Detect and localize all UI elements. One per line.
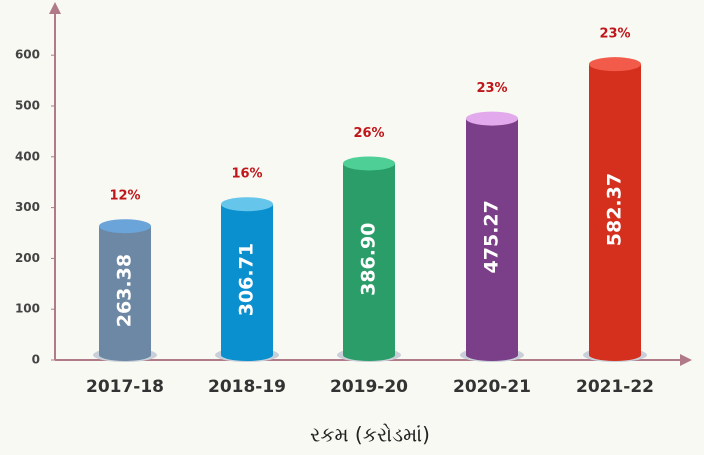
x-axis-arrow <box>680 354 692 366</box>
bar <box>343 163 395 355</box>
growth-label: 23% <box>476 81 507 96</box>
bar-top <box>466 111 518 126</box>
growth-label: 12% <box>109 189 140 204</box>
y-tick-label: 0 <box>32 353 40 367</box>
x-tick-label: 2021-22 <box>576 377 654 397</box>
y-tick-label: 100 <box>15 302 40 316</box>
bar-base <box>343 349 395 361</box>
x-tick-label: 2020-21 <box>453 377 531 397</box>
value-label: 263.38 <box>114 254 136 327</box>
y-tick-label: 400 <box>15 149 40 163</box>
bar-top <box>99 219 151 234</box>
bar-base <box>589 349 641 361</box>
value-label: 582.37 <box>604 173 626 246</box>
growth-label: 26% <box>353 126 384 141</box>
bar <box>221 204 273 355</box>
bar-top <box>589 57 641 72</box>
y-tick-label: 600 <box>15 48 40 62</box>
x-tick-label: 2017-18 <box>86 377 164 397</box>
bar-top <box>343 156 395 171</box>
bar-base <box>466 349 518 361</box>
x-axis-label: રકમ (કરોડમાં) <box>310 423 430 447</box>
bar-base <box>221 349 273 361</box>
value-label: 386.90 <box>358 223 380 296</box>
bar <box>466 118 518 356</box>
y-tick-label: 300 <box>15 200 40 214</box>
bar-top <box>221 197 273 212</box>
bar <box>589 64 641 355</box>
growth-label: 16% <box>231 167 262 182</box>
value-label: 306.71 <box>236 243 258 316</box>
y-tick-label: 500 <box>15 99 40 113</box>
bar <box>99 226 151 355</box>
y-axis-arrow <box>49 2 61 14</box>
x-tick-label: 2018-19 <box>208 377 286 397</box>
bar-base <box>99 349 151 361</box>
value-label: 475.27 <box>481 200 503 273</box>
x-tick-label: 2019-20 <box>330 377 408 397</box>
growth-label: 23% <box>599 27 630 42</box>
y-tick-label: 200 <box>15 251 40 265</box>
